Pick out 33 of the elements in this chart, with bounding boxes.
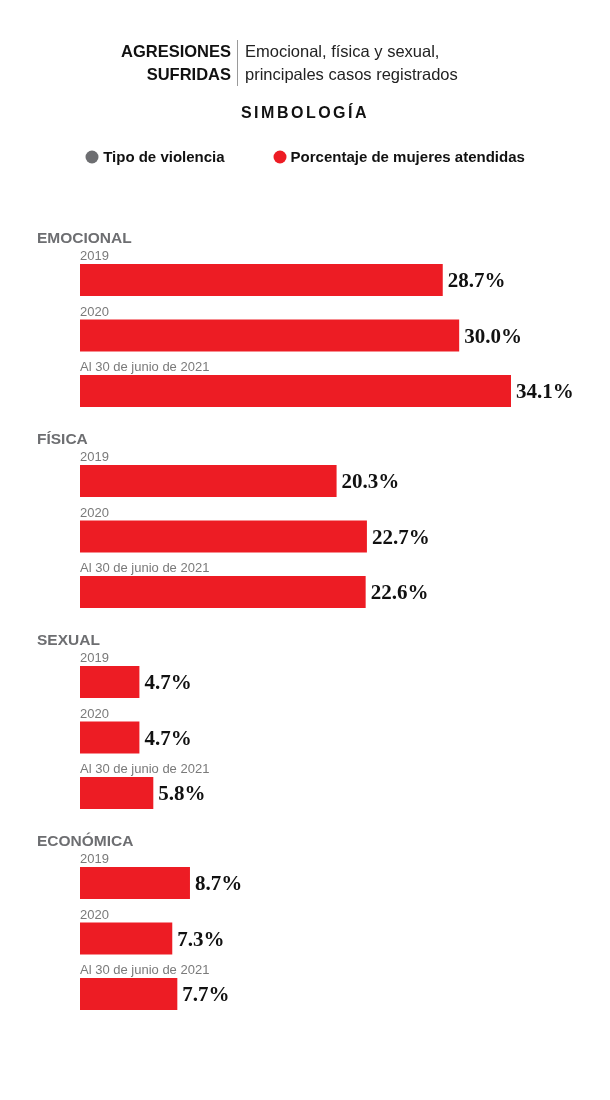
text: Tipo de violencia <box>103 148 225 165</box>
chart-title: EMOCIONAL <box>37 229 132 246</box>
chart-title: ECONÓMICA <box>37 832 134 849</box>
data-label: 34.1% <box>516 379 574 403</box>
data-label: 5.8% <box>158 781 206 805</box>
y-tick-label: 2020 <box>80 906 109 922</box>
y-tick-label: Al 30 de junio de 2021 <box>80 962 210 977</box>
y-tick-label: 2019 <box>80 851 109 866</box>
y-tick-label: Al 30 de junio de 2021 <box>80 359 210 374</box>
y-tick-label: 2020 <box>80 705 109 721</box>
data-label: 4.7% <box>144 670 192 694</box>
chart-title: FÍSICA <box>37 430 88 447</box>
y-tick-label: 2019 <box>80 449 109 464</box>
chart-title: SEXUAL <box>37 631 100 648</box>
data-label: 28.7% <box>447 268 506 292</box>
data-label: 22.7% <box>371 524 430 549</box>
legend-label: Porcentaje de mujeres atendidas <box>290 148 525 165</box>
data-label: 4.7% <box>144 725 192 750</box>
y-tick-label: 2019 <box>80 650 109 665</box>
legend-title: SIMBOLOGÍA <box>239 104 371 122</box>
y-tick-label: 2020 <box>80 504 109 520</box>
data-label: 30.0% <box>464 323 522 348</box>
y-tick-label: Al 30 de junio de 2021 <box>80 560 210 575</box>
data-label: 8.7% <box>194 871 243 895</box>
text: AGRESIONES SUFRIDAS <box>119 41 231 85</box>
y-tick-label: 2019 <box>80 248 109 263</box>
data-label: 22.6% <box>370 580 429 604</box>
data-label: 20.3% <box>341 469 400 493</box>
data-label: 7.3% <box>177 926 225 951</box>
data-label: 7.7% <box>182 982 230 1006</box>
y-tick-label: 2020 <box>80 303 109 319</box>
y-tick-label: Al 30 de junio de 2021 <box>80 761 210 776</box>
text: Emocional, física y sexual, principales casos registrados <box>237 40 500 86</box>
